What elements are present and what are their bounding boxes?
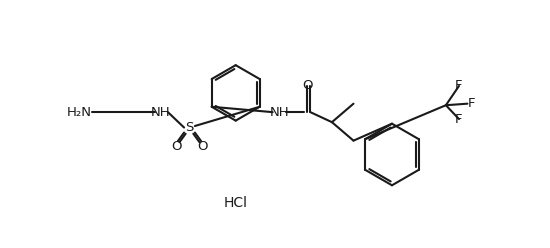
Text: O: O [197,140,208,153]
Text: NH: NH [151,106,171,119]
Text: F: F [455,79,463,93]
Text: H₂N: H₂N [67,106,92,119]
Text: O: O [302,79,312,93]
Text: S: S [185,121,194,134]
Text: NH: NH [270,106,289,119]
Text: F: F [455,113,463,125]
Text: HCl: HCl [224,196,248,210]
Text: F: F [468,97,475,110]
Text: O: O [171,140,182,153]
